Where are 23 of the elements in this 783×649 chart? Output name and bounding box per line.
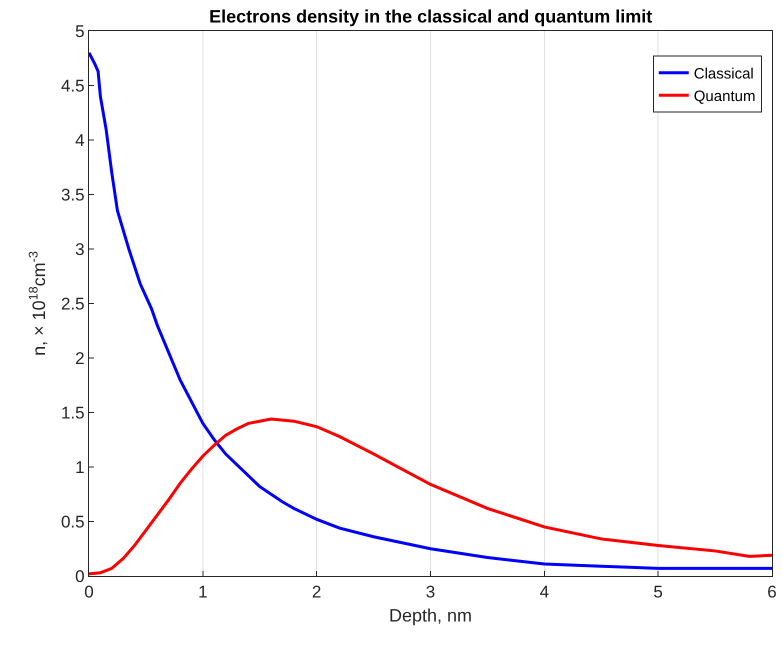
x-axis-title: Depth, nm bbox=[388, 606, 472, 626]
chart-title: Electrons density in the classical and quantum limit bbox=[209, 6, 652, 26]
y-tick-label: 1.5 bbox=[60, 403, 85, 422]
y-tick-label: 1 bbox=[75, 458, 85, 477]
y-tick-label: 0.5 bbox=[60, 512, 85, 532]
x-tick-label: 5 bbox=[653, 582, 663, 602]
line-series bbox=[89, 418, 772, 576]
legend-label: Classical bbox=[694, 66, 754, 83]
x-tick-label: 2 bbox=[312, 582, 322, 602]
legend-label: Quantum bbox=[694, 88, 756, 106]
y-tick-label: 5 bbox=[75, 22, 85, 41]
y-tick-label: 2.5 bbox=[60, 294, 85, 314]
x-tick-label: 3 bbox=[426, 582, 436, 602]
x-tick-label: 1 bbox=[198, 582, 208, 602]
y-tick-label: 0 bbox=[75, 566, 85, 586]
x-tick-label: 6 bbox=[767, 582, 777, 602]
y-tick-label: 2 bbox=[75, 348, 85, 368]
x-tick-label: 4 bbox=[540, 582, 550, 602]
y-tick-label: 4 bbox=[75, 130, 85, 150]
line-series bbox=[89, 51, 772, 570]
y-tick-label: 4.5 bbox=[60, 76, 85, 96]
y-tick-label: 3 bbox=[75, 240, 85, 259]
y-tick-label: 3.5 bbox=[60, 185, 85, 204]
